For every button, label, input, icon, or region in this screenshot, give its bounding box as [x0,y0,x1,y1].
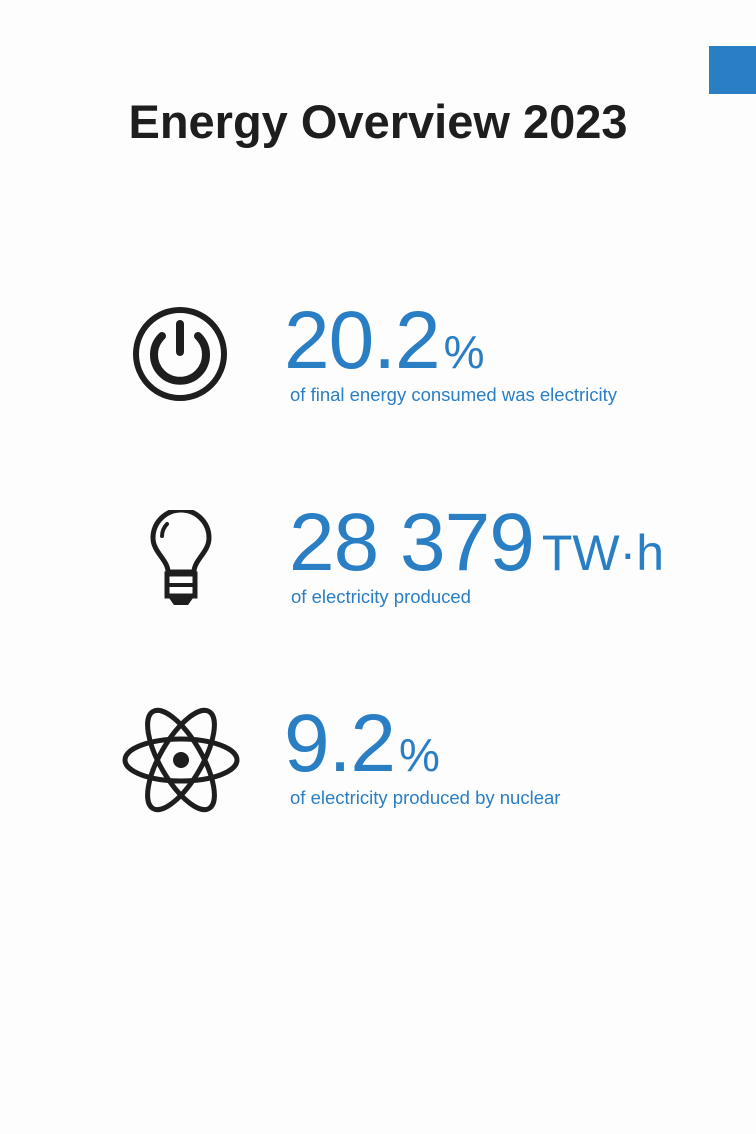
stat-value: 9.2 [284,698,396,789]
stat-unit: % [399,729,440,781]
stat-unit: % [443,326,485,378]
stat-value: 20.2 [284,295,441,386]
stat-description: of final energy consumed was electricity [290,384,617,405]
stat-value: 28 379 [289,497,535,588]
stat-description: of electricity produced [291,586,471,607]
stat-description: of electricity produced by nuclear [290,787,561,808]
stat-unit: TW·h [541,525,665,581]
stat-nuclear-share: 9.2% of electricity produced by nuclear [284,703,560,809]
stat-electricity-produced: 28 379 TW·h of electricity produced [289,502,664,608]
power-icon [133,307,227,401]
lightbulb-icon [150,510,212,605]
page-tab-marker [709,46,756,94]
stat-electricity-share: 20.2% of final energy consumed was elect… [284,300,617,406]
page-title: Energy Overview 2023 [128,95,628,148]
atom-icon [122,707,240,813]
